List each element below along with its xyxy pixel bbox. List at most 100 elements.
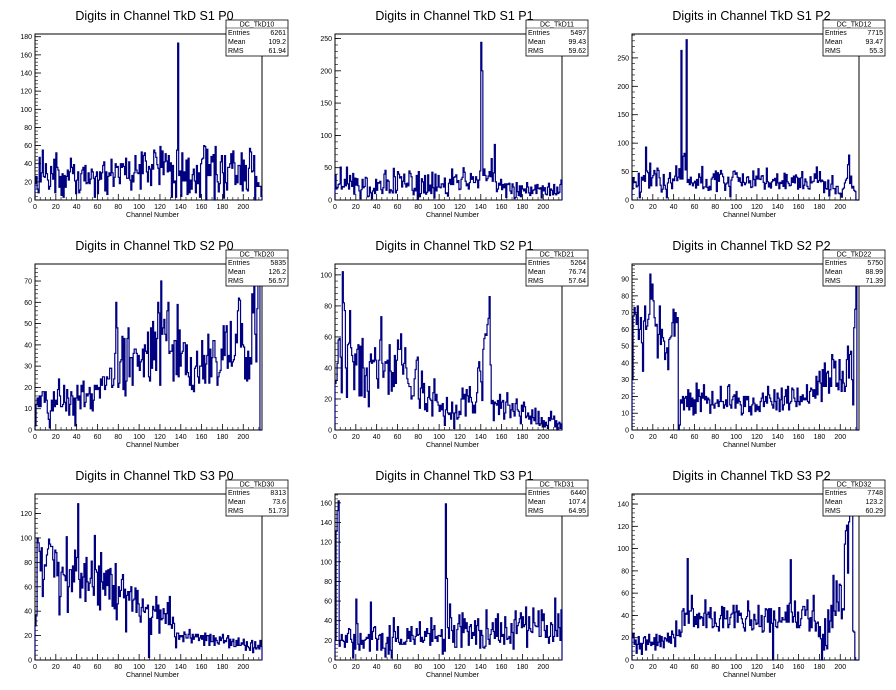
y-tick-label: 50: [24, 321, 32, 328]
stats-mean-value: 99.43: [568, 39, 586, 46]
stats-entries-label: Entries: [528, 30, 550, 37]
stats-name: DC_TkD30: [240, 482, 275, 489]
stats-mean-value: 107.4: [568, 499, 586, 506]
y-tick-label: 200: [320, 68, 332, 75]
x-tick-label: 180: [814, 664, 826, 671]
stats-entries-label: Entries: [228, 260, 250, 267]
x-tick-label: 180: [814, 434, 826, 441]
histogram-panel: 0 20 40 60 80 100 120 140 160 180 200 0 10 20 30 40 50 60…: [621, 239, 886, 449]
stats-mean-value: 88.99: [865, 269, 883, 276]
y-tick-label: 100: [320, 272, 332, 279]
x-tick-label: 40: [373, 664, 381, 671]
x-tick-label: 140: [475, 664, 487, 671]
stats-mean-value: 109.2: [268, 39, 286, 46]
x-tick-label: 80: [414, 204, 422, 211]
stats-name: DC_TkD11: [540, 22, 574, 29]
stats-rms-label: RMS: [228, 278, 244, 285]
histogram-panel: 0 20 40 60 80 100 120 140 160 180 200 0 20 40 60 80 100 D…: [320, 239, 589, 449]
x-tick-label: 60: [94, 434, 102, 441]
x-tick-label: 120: [454, 204, 466, 211]
y-tick-label: 100: [20, 107, 32, 114]
y-tick-label: 40: [621, 613, 629, 620]
x-tick-label: 140: [175, 204, 187, 211]
y-tick-label: 40: [24, 342, 32, 349]
stats-rms-value: 55.3: [869, 48, 883, 55]
y-tick-label: 80: [24, 560, 32, 567]
y-tick-label: 40: [324, 618, 332, 625]
x-axis-label: Channel Number: [723, 672, 777, 679]
x-tick-label: 0: [33, 664, 37, 671]
x-tick-label: 200: [537, 434, 549, 441]
stats-rms-value: 56.57: [268, 278, 286, 285]
x-axis-label: Channel Number: [126, 442, 180, 449]
x-tick-label: 140: [475, 434, 487, 441]
histogram-line: [631, 39, 859, 201]
y-tick-label: 120: [20, 89, 32, 96]
stats-rms-value: 59.62: [568, 48, 586, 55]
stats-rms-label: RMS: [228, 508, 244, 515]
y-tick-label: 0: [328, 658, 332, 665]
chart-title: Digits in Channel TkD S1 P1: [375, 9, 533, 23]
x-tick-label: 80: [114, 664, 122, 671]
x-tick-label: 140: [175, 434, 187, 441]
histogram-line: [334, 271, 563, 431]
stats-mean-value: 123.2: [865, 499, 883, 506]
y-tick-label: 180: [20, 34, 32, 41]
x-tick-label: 160: [793, 204, 805, 211]
y-tick-label: 80: [324, 579, 332, 586]
plot-frame: [631, 493, 860, 661]
x-tick-label: 40: [373, 204, 381, 211]
x-tick-label: 20: [649, 204, 657, 211]
y-tick-label: 0: [625, 658, 629, 665]
stats-rms-label: RMS: [228, 48, 244, 55]
stats-mean-label: Mean: [528, 39, 546, 46]
x-tick-label: 120: [751, 664, 763, 671]
chart-title: Digits in Channel TkD S1 P2: [672, 9, 830, 23]
histogram-panel: 0 20 40 60 80 100 120 140 160 180 200 0 50 100 150 200 2…: [320, 9, 589, 219]
plot-frame: [334, 33, 563, 201]
x-tick-label: 0: [33, 434, 37, 441]
x-tick-label: 80: [711, 204, 719, 211]
stats-name: DC_TkD22: [837, 252, 872, 259]
stats-mean-label: Mean: [528, 269, 546, 276]
y-tick-label: 60: [324, 599, 332, 606]
y-tick-label: 90: [621, 277, 629, 284]
stats-rms-value: 60.29: [865, 508, 883, 515]
stats-box: [225, 479, 289, 517]
y-tick-label: 10: [24, 406, 32, 413]
x-tick-label: 40: [670, 204, 678, 211]
x-tick-label: 160: [196, 434, 208, 441]
x-axis-label: Channel Number: [723, 442, 777, 449]
stats-name: DC_TkD10: [240, 22, 275, 29]
stats-name: DC_TkD12: [837, 22, 872, 29]
x-tick-label: 180: [814, 204, 826, 211]
y-tick-label: 20: [621, 394, 629, 401]
x-tick-label: 120: [154, 664, 166, 671]
y-tick-label: 100: [320, 133, 332, 140]
x-tick-label: 0: [630, 434, 634, 441]
x-tick-label: 180: [517, 204, 529, 211]
stats-rms-value: 71.39: [865, 278, 883, 285]
x-tick-label: 80: [711, 664, 719, 671]
y-tick-label: 140: [617, 502, 629, 509]
y-tick-label: 120: [320, 540, 332, 547]
x-tick-label: 180: [217, 204, 229, 211]
stats-name: DC_TkD32: [837, 482, 872, 489]
plot-frame: [334, 493, 563, 661]
histogram-line: [34, 278, 262, 431]
y-tick-label: 0: [625, 428, 629, 435]
x-tick-label: 140: [175, 664, 187, 671]
stats-mean-label: Mean: [228, 39, 246, 46]
x-axis-label: Channel Number: [426, 672, 480, 679]
stats-name: DC_TkD20: [240, 252, 275, 259]
y-tick-label: 100: [320, 559, 332, 566]
y-tick-label: 200: [617, 84, 629, 91]
stats-box: [822, 479, 886, 517]
stats-rms-label: RMS: [825, 508, 841, 515]
x-tick-label: 200: [834, 664, 846, 671]
x-tick-label: 160: [793, 664, 805, 671]
stats-entries-label: Entries: [825, 260, 847, 267]
stats-entries-label: Entries: [228, 490, 250, 497]
chart-title: Digits in Channel TkD S1 P0: [75, 9, 233, 23]
